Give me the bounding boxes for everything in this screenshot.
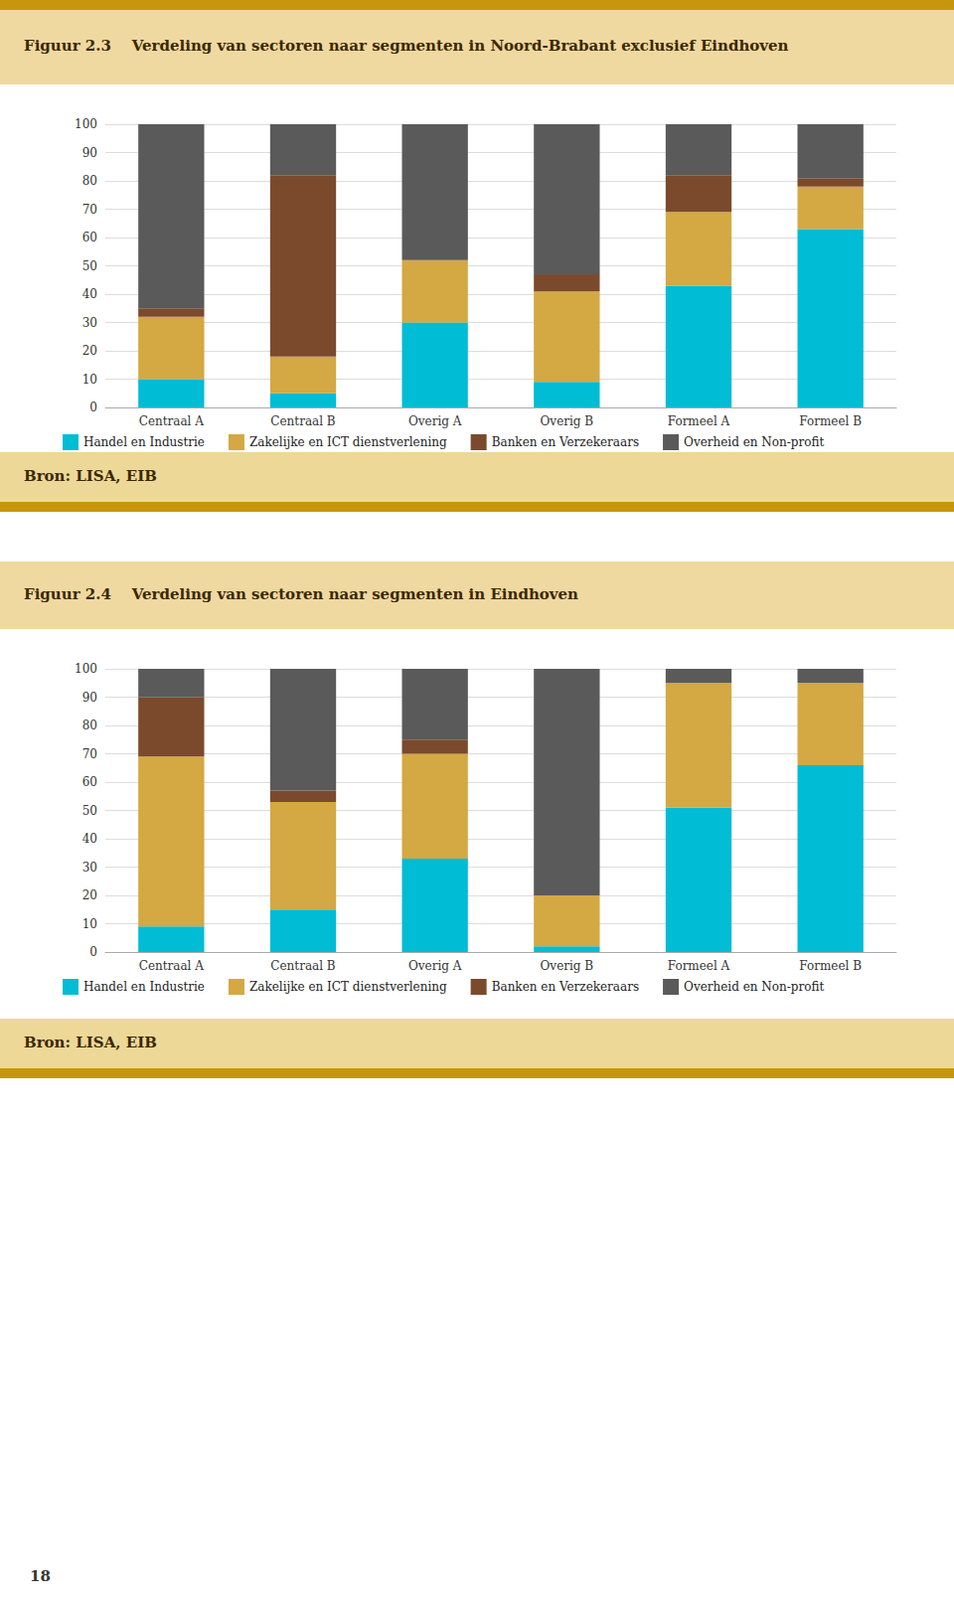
svg-text:Figuur 2.4 Verdeling van se: Figuur 2.4 Verdeling van sectoren naar s… bbox=[23, 585, 579, 604]
svg-text:Figuur 2.3 Verdeling van se: Figuur 2.3 Verdeling van sectoren naar s… bbox=[23, 36, 790, 55]
svg-text:90: 90 bbox=[82, 146, 98, 160]
svg-text:Overheid en Non-profit: Overheid en Non-profit bbox=[683, 979, 824, 994]
svg-text:50: 50 bbox=[82, 803, 98, 818]
svg-text:40: 40 bbox=[82, 287, 98, 302]
svg-text:100: 100 bbox=[74, 661, 98, 676]
svg-text:40: 40 bbox=[82, 831, 98, 846]
svg-text:50: 50 bbox=[82, 259, 98, 274]
svg-text:0: 0 bbox=[89, 945, 98, 959]
svg-text:Banken en Verzekeraars: Banken en Verzekeraars bbox=[491, 435, 639, 450]
svg-text:100: 100 bbox=[74, 117, 98, 132]
svg-text:Overig B: Overig B bbox=[540, 958, 595, 973]
svg-text:Formeel A: Formeel A bbox=[667, 414, 731, 429]
svg-text:70: 70 bbox=[82, 202, 98, 217]
svg-text:Formeel B: Formeel B bbox=[798, 958, 862, 973]
svg-text:Overheid en Non-profit: Overheid en Non-profit bbox=[683, 435, 824, 450]
svg-text:Centraal B: Centraal B bbox=[270, 958, 336, 973]
svg-text:60: 60 bbox=[82, 230, 98, 245]
svg-text:30: 30 bbox=[82, 316, 98, 330]
svg-text:Overig A: Overig A bbox=[408, 958, 463, 973]
svg-text:Banken en Verzekeraars: Banken en Verzekeraars bbox=[491, 979, 639, 994]
svg-text:Zakelijke en ICT dienstverleni: Zakelijke en ICT dienstverlening bbox=[249, 435, 448, 450]
svg-text:Centraal A: Centraal A bbox=[139, 414, 205, 429]
svg-text:10: 10 bbox=[82, 917, 98, 932]
svg-text:Handel en Industrie: Handel en Industrie bbox=[83, 979, 205, 994]
svg-text:Centraal A: Centraal A bbox=[139, 958, 205, 973]
svg-text:18: 18 bbox=[29, 1567, 51, 1586]
svg-text:90: 90 bbox=[82, 690, 98, 705]
svg-text:30: 30 bbox=[82, 860, 98, 875]
svg-text:80: 80 bbox=[82, 173, 98, 188]
svg-text:10: 10 bbox=[82, 372, 98, 387]
svg-text:Overig B: Overig B bbox=[540, 414, 595, 429]
svg-text:60: 60 bbox=[82, 775, 98, 790]
svg-text:80: 80 bbox=[82, 718, 98, 733]
svg-text:Formeel B: Formeel B bbox=[798, 414, 862, 429]
svg-text:Centraal B: Centraal B bbox=[270, 414, 336, 429]
svg-text:0: 0 bbox=[89, 400, 98, 415]
svg-text:Bron: LISA, EIB: Bron: LISA, EIB bbox=[23, 1033, 158, 1052]
svg-text:20: 20 bbox=[82, 888, 98, 903]
svg-text:70: 70 bbox=[82, 747, 98, 762]
svg-text:20: 20 bbox=[82, 343, 98, 358]
svg-text:Bron: LISA, EIB: Bron: LISA, EIB bbox=[23, 467, 158, 485]
svg-text:Overig A: Overig A bbox=[408, 414, 463, 429]
svg-text:Zakelijke en ICT dienstverleni: Zakelijke en ICT dienstverlening bbox=[249, 979, 448, 994]
svg-text:Handel en Industrie: Handel en Industrie bbox=[83, 435, 205, 450]
svg-text:Formeel A: Formeel A bbox=[667, 958, 731, 973]
